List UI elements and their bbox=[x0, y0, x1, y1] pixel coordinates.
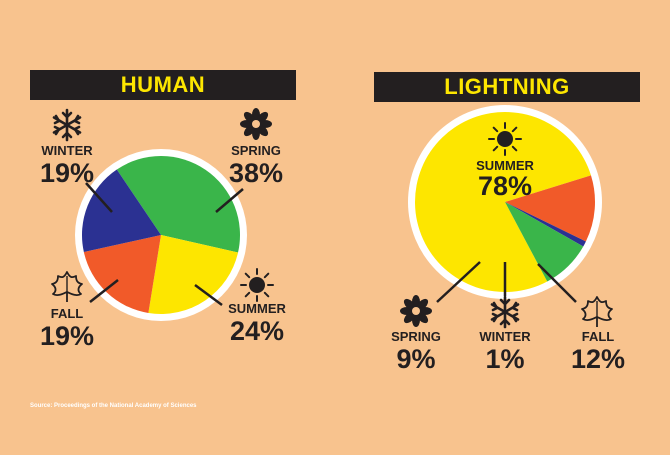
lightning-fall-label: FALL bbox=[582, 329, 615, 344]
snowflake-icon bbox=[490, 295, 520, 329]
lightning-spring-leader bbox=[436, 261, 481, 303]
human-summer-leader bbox=[194, 283, 223, 307]
human-spring-value: 38% bbox=[229, 158, 283, 188]
human-fall-label: FALL bbox=[51, 306, 84, 321]
lightning-slice-spring bbox=[505, 202, 584, 282]
human-winter-label: WINTER bbox=[41, 143, 93, 158]
flower-icon bbox=[400, 295, 432, 327]
lightning-winter-value: 1% bbox=[485, 344, 524, 374]
lightning-winter-label: WINTER bbox=[479, 329, 531, 344]
lightning-summer-label: SUMMER bbox=[476, 158, 534, 173]
lightning-slice-winter bbox=[505, 202, 586, 247]
human-summer-value: 24% bbox=[230, 316, 284, 346]
human-fall-value: 19% bbox=[40, 321, 94, 351]
sun-icon bbox=[240, 268, 274, 302]
lightning-summer-value: 78% bbox=[478, 171, 532, 201]
lightning-spring-value: 9% bbox=[396, 344, 435, 374]
human-spring-leader bbox=[215, 188, 244, 213]
lightning-slice-fall bbox=[505, 175, 596, 242]
human-slice-winter bbox=[81, 169, 161, 252]
human-spring-label: SPRING bbox=[231, 143, 281, 158]
human-slice-summer bbox=[148, 235, 239, 314]
human-chart-title: HUMAN bbox=[30, 70, 296, 100]
lightning-fall-value: 12% bbox=[571, 344, 625, 374]
human-winter-value: 19% bbox=[40, 158, 94, 188]
human-pie bbox=[81, 155, 241, 314]
human-winter-leader bbox=[85, 182, 113, 213]
lightning-pie bbox=[415, 112, 596, 293]
lightning-chart-title: LIGHTNING bbox=[374, 72, 640, 102]
lightning-spring-label: SPRING bbox=[391, 329, 441, 344]
human-slice-spring bbox=[116, 155, 241, 253]
flower-icon bbox=[240, 108, 272, 140]
leaf-icon bbox=[581, 296, 613, 328]
snowflake-icon bbox=[52, 108, 82, 142]
sun-icon bbox=[488, 122, 522, 156]
source-note: Source: Proceedings of the National Acad… bbox=[30, 403, 197, 409]
human-slice-fall bbox=[83, 235, 161, 313]
human-summer-label: SUMMER bbox=[228, 301, 286, 316]
human-fall-leader bbox=[89, 279, 119, 303]
lightning-slice-summer bbox=[415, 112, 591, 293]
leaf-icon bbox=[51, 271, 83, 303]
lightning-fall-leader bbox=[537, 263, 577, 303]
